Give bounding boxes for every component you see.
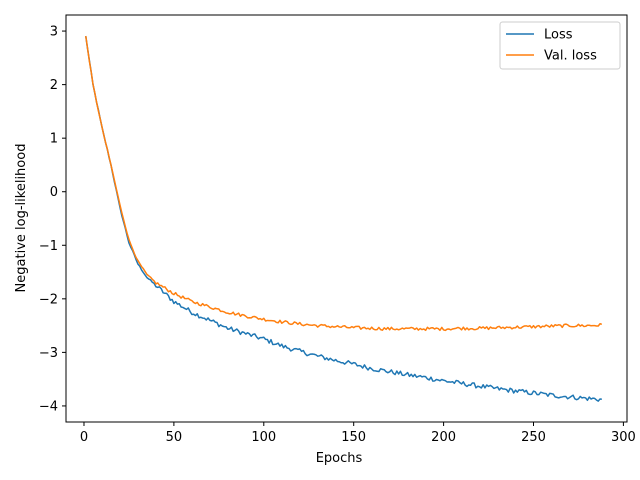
y-tick-label: 2	[50, 78, 58, 93]
y-tick-label: 3	[50, 25, 58, 40]
x-tick-label: 200	[431, 430, 456, 445]
tick-layer: 0 50 100 150 200 250 300 3 2 1 0 −1 −2 −3 −4	[39, 25, 636, 445]
x-axis-label: Epochs	[316, 451, 363, 466]
y-tick-label: 1	[50, 132, 58, 147]
y-tick-label: −2	[39, 292, 58, 307]
y-tick-label: 0	[50, 185, 58, 200]
series-layer	[85, 35, 603, 402]
legend-label: Loss	[544, 28, 573, 43]
series-line-loss	[85, 36, 602, 402]
x-tick-label: 250	[521, 430, 546, 445]
legend-label: Val. loss	[544, 49, 597, 64]
series-line-val-loss	[85, 35, 603, 332]
x-tick-label: 50	[166, 430, 183, 445]
y-tick-label: −4	[39, 399, 58, 414]
x-tick-label: 100	[251, 430, 276, 445]
legend: Loss Val. loss	[499, 21, 621, 70]
plot-frame	[65, 14, 628, 423]
x-tick-label: 150	[341, 430, 366, 445]
x-tick-label: 0	[80, 430, 88, 445]
y-tick-label: −1	[39, 239, 58, 254]
y-axis-label: Negative log-likelihood	[14, 144, 29, 293]
y-tick-label: −3	[39, 346, 58, 361]
x-tick-label: 300	[611, 430, 636, 445]
